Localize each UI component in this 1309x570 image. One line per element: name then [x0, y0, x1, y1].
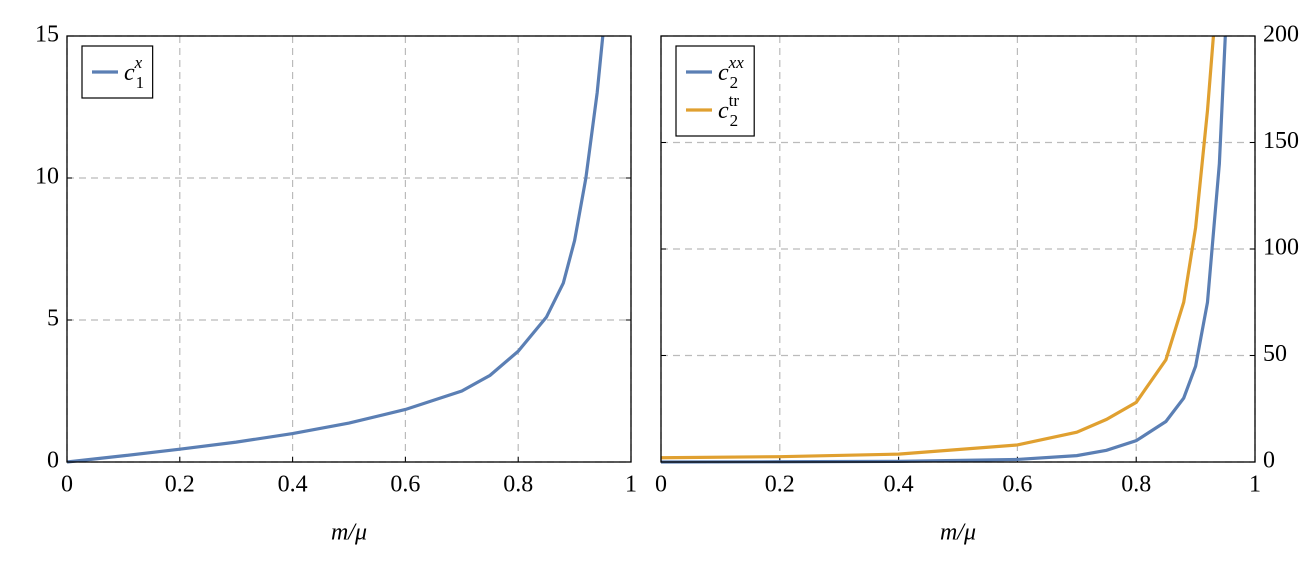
x-tick-label: 0.4	[884, 472, 914, 498]
y-tick-label: 15	[35, 22, 59, 48]
y-tick-label: 150	[1263, 128, 1299, 154]
y-tick-label: 50	[1263, 341, 1287, 367]
line	[66, 35, 605, 464]
legend-frame	[675, 45, 755, 137]
legend-sup: xx	[728, 53, 745, 72]
line	[660, 35, 1216, 460]
plot-frame	[66, 35, 632, 463]
x-tick-label: 0.8	[1121, 472, 1151, 498]
legend-sub: 1	[136, 73, 145, 92]
x-axis-label: m/μ	[331, 520, 367, 546]
x-tick-label: 0.8	[503, 472, 533, 498]
x-tick-label: 0	[61, 472, 73, 498]
legend-label: cx 1	[124, 53, 144, 92]
x-tick-label: 1	[625, 472, 637, 498]
y-tick-label: 5	[47, 306, 59, 332]
legend-label: ctr 2	[718, 91, 739, 130]
legend-label: cxx 2	[718, 53, 744, 92]
plot-frame	[660, 35, 1256, 463]
x-tick-label: 0.2	[765, 472, 795, 498]
y-tick-label: 200	[1263, 22, 1299, 48]
x-tick-label: 0	[655, 472, 667, 498]
legend-base: c	[718, 60, 729, 86]
x-tick-label: 0.6	[390, 472, 420, 498]
y-tick-label: 0	[47, 448, 59, 474]
y-tick-label: 10	[35, 164, 59, 190]
y-tick-label: 100	[1263, 235, 1299, 261]
x-axis-label: m/μ	[940, 520, 976, 546]
x-tick-label: 1	[1249, 472, 1261, 498]
legend: cx 1	[81, 45, 154, 99]
legend-sub: 2	[730, 111, 739, 130]
legend-base: c	[718, 98, 729, 124]
x-tick-label: 0.2	[165, 472, 195, 498]
legend-sub: 2	[730, 73, 739, 92]
x-tick-label: 0.6	[1002, 472, 1032, 498]
legend-sup: x	[134, 53, 143, 72]
legend-sup: tr	[729, 91, 740, 110]
legend-base: c	[124, 60, 135, 86]
x-tick-label: 0.4	[278, 472, 308, 498]
y-tick-label: 0	[1263, 448, 1275, 474]
